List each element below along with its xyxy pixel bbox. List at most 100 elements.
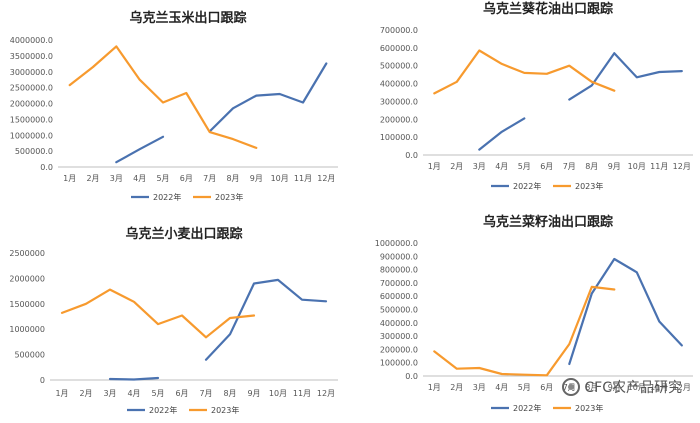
series-line-2023年 — [60, 288, 256, 339]
y-tick-label: 3000000.0 — [10, 68, 53, 77]
series-line-2022年 — [478, 117, 526, 151]
y-tick-label: 4000000.0 — [10, 36, 53, 45]
y-tick-label: 100000.0 — [380, 359, 418, 368]
x-tick-label: 9月 — [247, 389, 260, 398]
y-tick-label: 800000.0 — [380, 266, 418, 275]
watermark-text: CFC农产品研究 — [584, 380, 682, 396]
y-tick-label: 100000.0 — [380, 133, 418, 142]
y-tick-label: 2500000.0 — [10, 84, 53, 93]
x-tick-label: 6月 — [175, 389, 188, 398]
y-tick-label: 400000.0 — [380, 319, 418, 328]
x-tick-label: 8月 — [585, 162, 598, 171]
x-tick-label: 10月 — [628, 383, 646, 392]
y-tick-label: 600000.0 — [380, 292, 418, 301]
sunflower-oil-export-chart: 乌克兰葵花油出口跟踪 0.0 100000.0 200000.0 300000.0 400… — [355, 0, 700, 208]
x-tick-label: 11月 — [650, 383, 668, 392]
x-tick-label: 11月 — [294, 174, 312, 183]
y-tick-label: 500000.0 — [15, 147, 53, 156]
x-tick-label: 6月 — [540, 383, 553, 392]
corn-export-chart: 乌克兰玉米出口跟踪 0.0 500000.0 1000000.0 1500000.0 20… — [0, 0, 345, 208]
x-tick-label: 3月 — [110, 174, 123, 183]
legend-label: 2023年 — [575, 181, 603, 191]
x-tick-label: 11月 — [293, 389, 311, 398]
x-tick-label: 2月 — [450, 162, 463, 171]
x-tick-label: 10月 — [271, 174, 289, 183]
y-tick-label: 500000 — [14, 351, 45, 360]
chart-title: 乌克兰小麦出口跟踪 — [125, 226, 242, 242]
series-line-2022年 — [568, 52, 683, 101]
y-tick-label: 500000.0 — [380, 62, 418, 71]
x-tick-label: 9月 — [608, 162, 621, 171]
series-line-2022年 — [108, 376, 160, 381]
chart-title: 乌克兰玉米出口跟踪 — [129, 10, 246, 26]
y-tick-label: 200000.0 — [380, 115, 418, 124]
x-tick-label: 4月 — [133, 174, 146, 183]
legend-label: 2023年 — [215, 192, 243, 202]
x-tick-label: 6月 — [180, 174, 193, 183]
x-tick-label: 8月 — [223, 389, 236, 398]
watermark: CFC农产品研究 — [562, 377, 682, 397]
x-tick-label: 3月 — [103, 389, 116, 398]
y-tick-label: 0.0 — [405, 151, 418, 160]
legend-label: 2022年 — [513, 403, 541, 413]
x-tick-label: 7月 — [203, 174, 216, 183]
x-tick-label: 5月 — [518, 383, 531, 392]
corn-export-chart-svg: 乌克兰玉米出口跟踪 0.0 500000.0 1000000.0 1500000.0 20… — [10, 10, 338, 202]
x-tick-label: 7月 — [199, 389, 212, 398]
x-tick-label: 2月 — [86, 174, 99, 183]
legend-label: 2022年 — [149, 405, 177, 415]
series-line-2023年 — [433, 285, 616, 377]
legend-label: 2023年 — [575, 403, 603, 413]
x-tick-label: 5月 — [151, 389, 164, 398]
y-tick-label: 400000.0 — [380, 80, 418, 89]
x-tick-label: 12月 — [317, 389, 335, 398]
y-tick-label: 2500000 — [9, 249, 45, 258]
y-tick-label: 700000.0 — [380, 279, 418, 288]
y-tick-label: 700000.0 — [380, 26, 418, 35]
rapeseed-oil-export-chart: 乌克兰菜籽油出口跟踪 0.0 100000.0 200000.0 300000.0 400… — [355, 212, 700, 419]
x-tick-label: 3月 — [473, 162, 486, 171]
y-tick-label: 600000.0 — [380, 44, 418, 53]
series-line-2022年 — [115, 135, 165, 164]
legend-label: 2023年 — [211, 405, 239, 415]
y-tick-label: 1000000 — [9, 325, 45, 334]
x-tick-label: 12月 — [673, 162, 691, 171]
x-tick-label: 9月 — [608, 383, 621, 392]
series-line-2023年 — [68, 45, 258, 149]
series-line-2022年 — [204, 278, 328, 361]
y-tick-label: 0.0 — [405, 372, 418, 381]
x-tick-label: 8月 — [585, 383, 598, 392]
x-tick-label: 2月 — [79, 389, 92, 398]
y-tick-label: 0 — [40, 376, 45, 385]
x-tick-label: 7月 — [563, 162, 576, 171]
wheat-export-chart: 乌克兰小麦出口跟踪 0 500000 1000000 1500000 2000000 250… — [0, 212, 345, 419]
y-tick-label: 1500000 — [9, 300, 45, 309]
y-tick-label: 2000000.0 — [10, 100, 53, 109]
x-tick-label: 3月 — [473, 383, 486, 392]
wheat-export-chart-svg: 乌克兰小麦出口跟踪 0 500000 1000000 1500000 2000000 250… — [9, 226, 338, 415]
x-tick-label: 5月 — [156, 174, 169, 183]
x-tick-label: 12月 — [317, 174, 335, 183]
x-tick-label: 12月 — [673, 383, 691, 392]
y-tick-label: 500000.0 — [380, 306, 418, 315]
x-tick-label: 4月 — [495, 383, 508, 392]
x-tick-label: 4月 — [495, 162, 508, 171]
y-tick-label: 900000.0 — [380, 252, 418, 261]
x-tick-label: 10月 — [269, 389, 287, 398]
rapeseed-oil-export-chart-svg: 乌克兰菜籽油出口跟踪 0.0 100000.0 200000.0 300000.0 400… — [375, 214, 693, 413]
x-tick-label: 4月 — [127, 389, 140, 398]
chart-title: 乌克兰葵花油出口跟踪 — [483, 1, 613, 17]
x-tick-label: 1月 — [55, 389, 68, 398]
x-tick-label: 1月 — [428, 162, 441, 171]
x-tick-label: 5月 — [518, 162, 531, 171]
x-tick-label: 8月 — [226, 174, 239, 183]
y-tick-label: 300000.0 — [380, 97, 418, 106]
series-line-2023年 — [433, 49, 616, 95]
y-tick-label: 1000000.0 — [10, 131, 53, 140]
y-tick-label: 3500000.0 — [10, 52, 53, 61]
sunflower-oil-export-chart-svg: 乌克兰葵花油出口跟踪 0.0 100000.0 200000.0 300000.0 400… — [380, 1, 693, 191]
x-tick-label: 9月 — [250, 174, 263, 183]
y-tick-label: 2000000 — [9, 274, 45, 283]
x-tick-label: 10月 — [628, 162, 646, 171]
y-tick-label: 300000.0 — [380, 332, 418, 341]
